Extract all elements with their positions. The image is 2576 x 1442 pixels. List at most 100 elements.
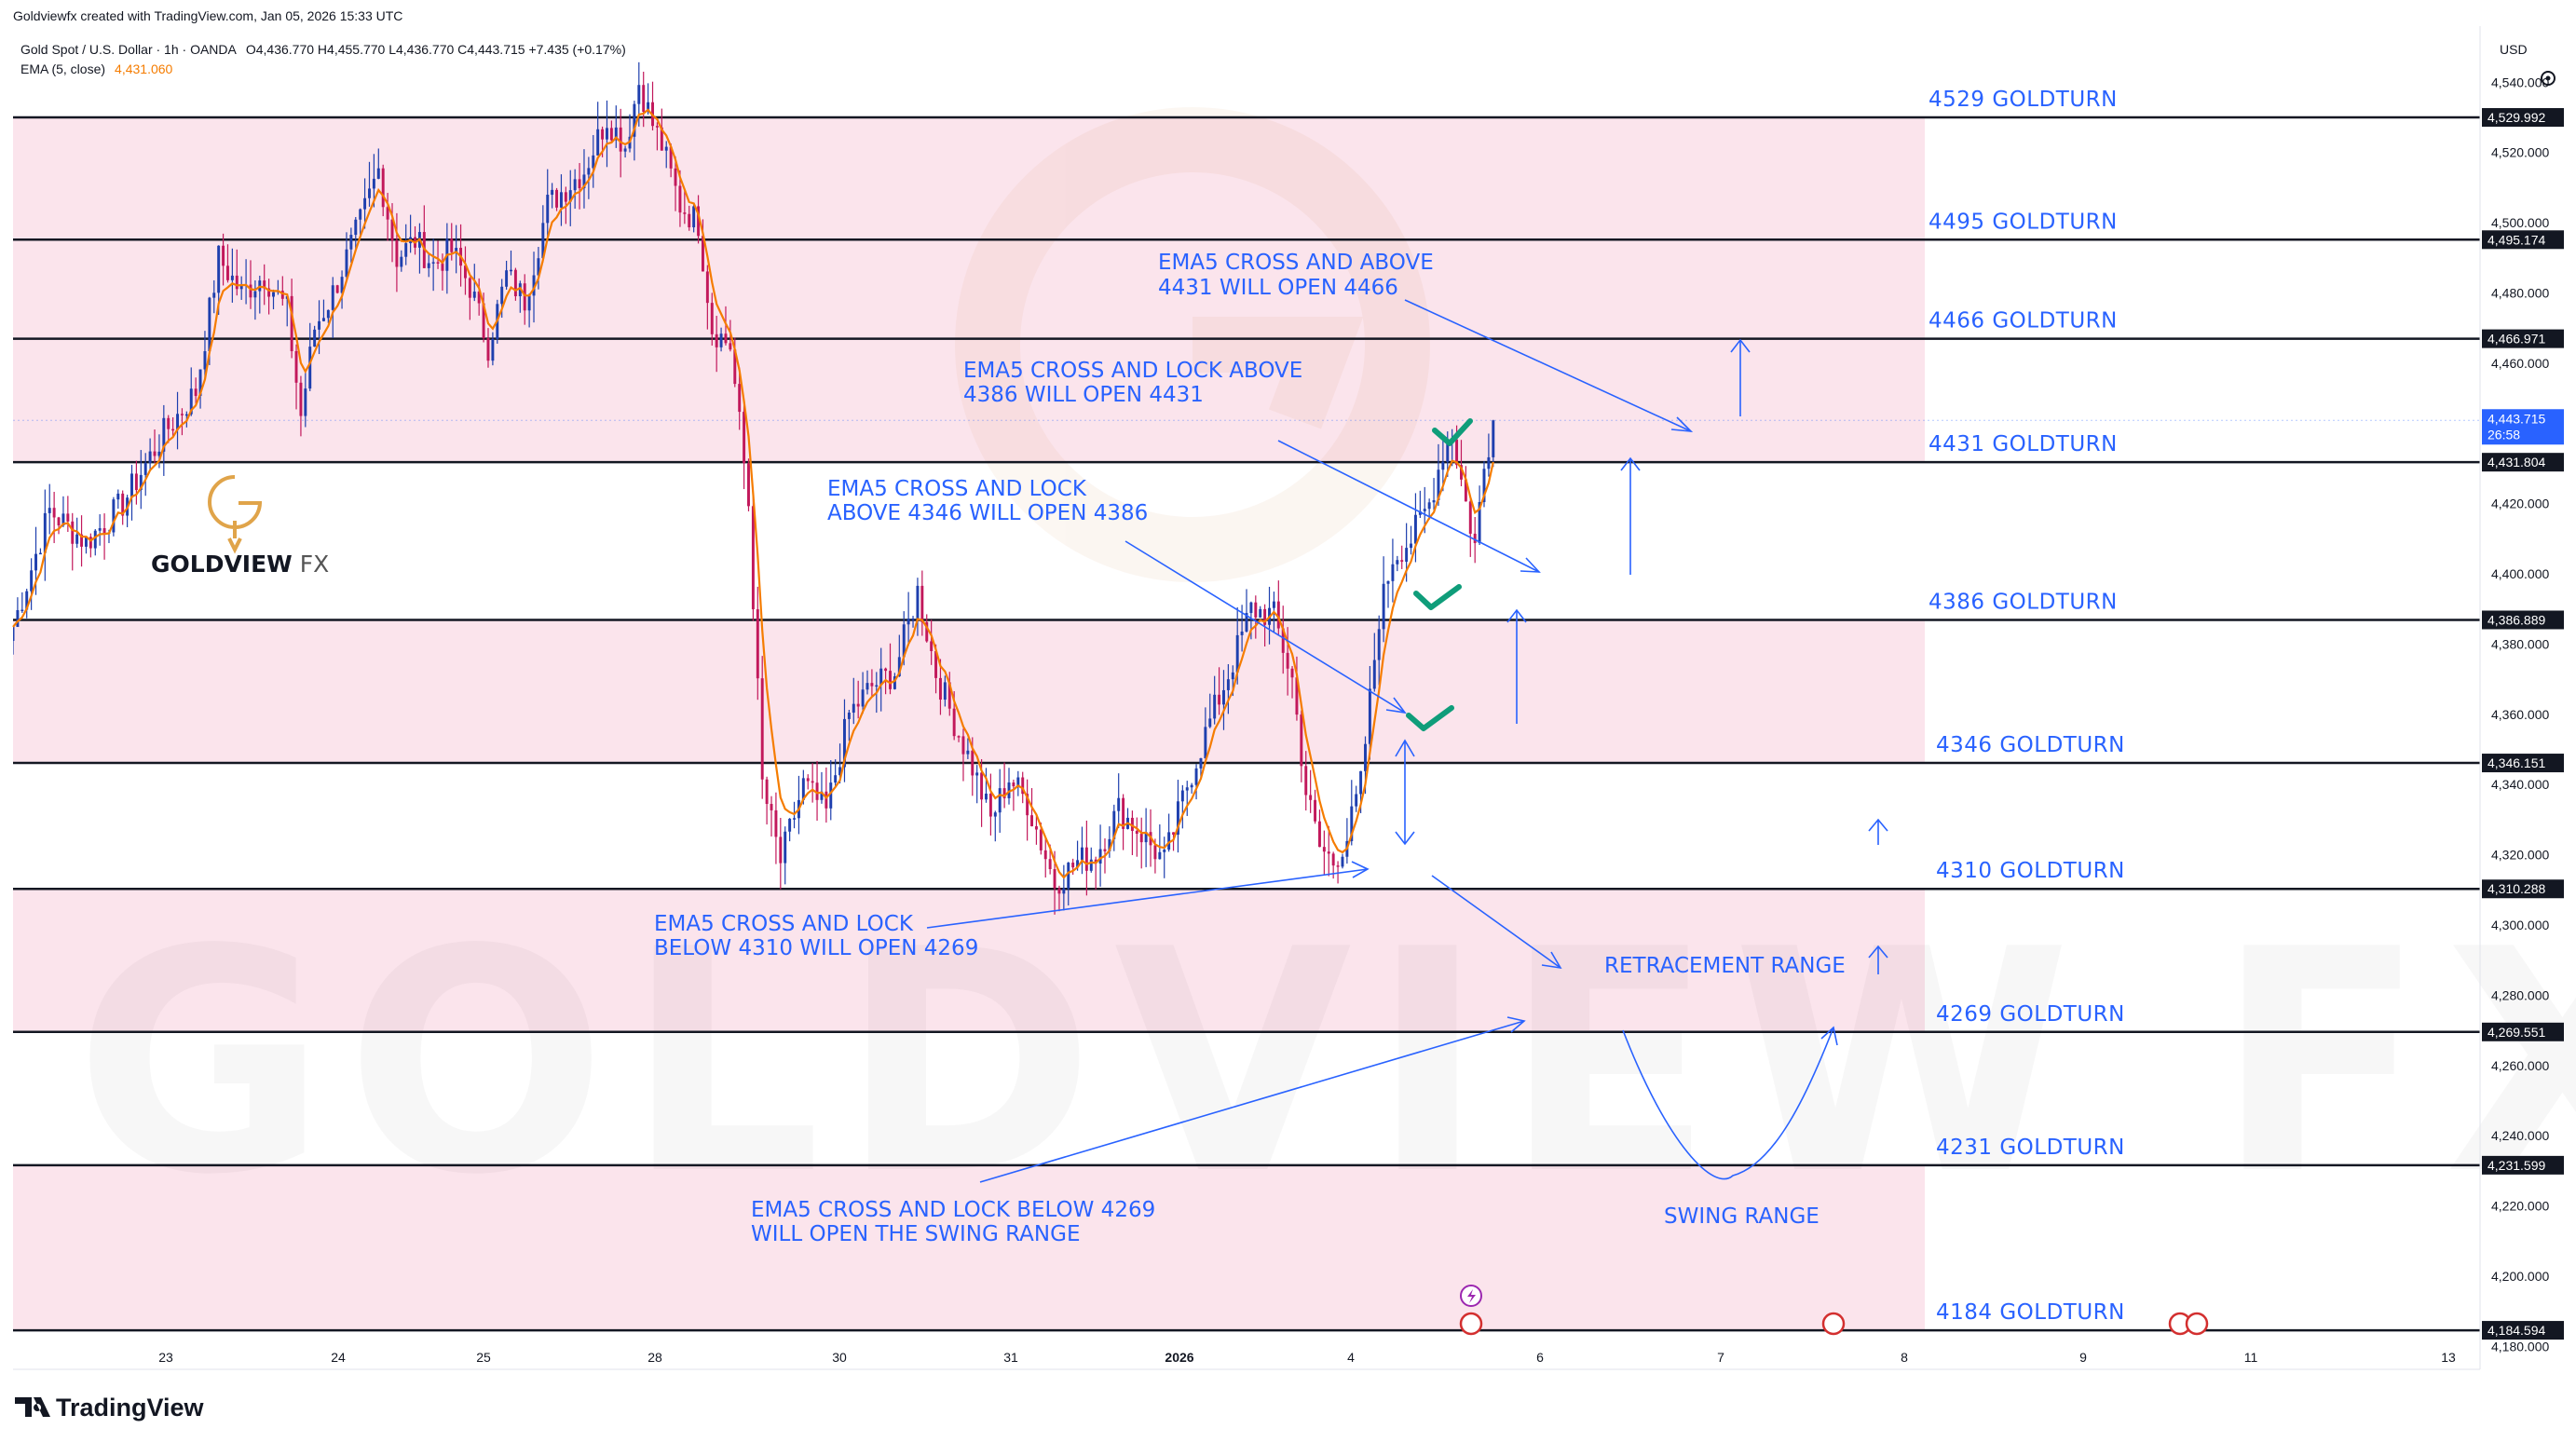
lightning-glyph-icon	[1467, 1289, 1476, 1303]
candle-body	[1204, 727, 1207, 758]
x-tick-label: 31	[1003, 1350, 1018, 1365]
us-flag-icon[interactable]	[1459, 1312, 1483, 1336]
candle-body	[304, 388, 307, 416]
candle-body	[961, 736, 965, 755]
ema-legend-value: 4,431.060	[115, 61, 172, 76]
price-badge	[2482, 108, 2564, 128]
candle-body	[647, 102, 650, 113]
candle-body	[669, 146, 673, 169]
level-label: 4386 GOLDTURN	[1929, 590, 2118, 614]
price-badge	[2482, 879, 2564, 899]
ohlc-values: O4,436.770 H4,455.770 L4,436.770 C4,443.…	[246, 42, 626, 57]
candle-body	[171, 429, 175, 431]
level-label: 4231 GOLDTURN	[1936, 1136, 2125, 1160]
candle-body	[13, 626, 15, 642]
candle-body	[1208, 718, 1212, 728]
candle-body	[751, 506, 755, 610]
candle-body	[395, 240, 399, 267]
candle-body	[743, 412, 746, 464]
level-label: 4184 GOLDTURN	[1936, 1300, 2125, 1325]
candle-body	[756, 609, 759, 679]
candle-body	[1281, 628, 1285, 653]
candle-body	[815, 782, 819, 800]
price-badge	[2482, 1022, 2564, 1041]
candle-body	[1272, 601, 1275, 608]
candle-body	[1446, 442, 1450, 462]
candle-body	[239, 284, 243, 290]
candle-body	[162, 417, 166, 452]
candle-body	[988, 793, 992, 817]
price-badge-value: 4,310.288	[2487, 881, 2545, 896]
candle-body	[1355, 794, 1358, 807]
price-badge-value: 4,269.551	[2487, 1025, 2545, 1040]
candle-body	[765, 779, 769, 805]
candle-body	[1468, 501, 1472, 534]
level-label: 4431 GOLDTURN	[1929, 432, 2118, 456]
y-tick-label: 4,320.000	[2491, 848, 2549, 863]
ema-legend-label: EMA (5, close)	[20, 61, 105, 76]
candle-body	[943, 682, 947, 701]
candle-body	[719, 333, 723, 347]
candle-body	[253, 291, 257, 298]
candle-body	[1368, 688, 1371, 744]
candle-body	[1377, 629, 1381, 660]
candle-body	[1295, 677, 1299, 715]
price-badge	[2482, 409, 2564, 445]
candle-body	[582, 174, 586, 189]
event-icons[interactable]	[1459, 1285, 2209, 1336]
y-tick-label: 4,280.000	[2491, 987, 2549, 1002]
candle-body	[505, 270, 509, 287]
candle-body	[688, 213, 691, 228]
candle-body	[930, 641, 934, 651]
y-tick-label: 4,340.000	[2491, 777, 2549, 792]
y-tick-label: 4,300.000	[2491, 918, 2549, 932]
candle-body	[80, 534, 84, 547]
candle-body	[957, 736, 961, 738]
candle-body	[1441, 461, 1445, 470]
candle-body	[386, 207, 389, 220]
candle-body	[84, 537, 88, 547]
candle-body	[52, 508, 56, 518]
candle-body	[1199, 757, 1203, 769]
candle-body	[1076, 860, 1080, 868]
us-flag-icon[interactable]	[1821, 1312, 1846, 1336]
annotation-line: BELOW 4310 WILL OPEN 4269	[654, 936, 978, 960]
y-tick-label: 4,200.000	[2491, 1269, 2549, 1284]
candle-body	[318, 320, 321, 330]
candle-body	[870, 683, 874, 687]
annotation-line: EMA5 CROSS AND ABOVE	[1158, 251, 1434, 275]
settings-icon[interactable]	[2541, 71, 2556, 86]
candle-body	[852, 703, 855, 713]
candle-body	[1039, 829, 1043, 850]
ema-line	[12, 108, 1494, 879]
candle-body	[139, 474, 143, 491]
zone-band	[13, 619, 1925, 764]
candle-body	[655, 126, 659, 128]
candle-body	[71, 521, 75, 544]
candle-body	[1226, 679, 1230, 690]
candle-body	[1190, 784, 1193, 788]
candle-body	[1222, 689, 1225, 705]
candle-body	[208, 297, 211, 352]
candle-body	[450, 238, 454, 252]
candle-body	[482, 303, 485, 339]
retracement-range-label: RETRACEMENT RANGE	[1604, 954, 1846, 978]
candle-body	[559, 192, 563, 208]
candle-body	[1108, 838, 1111, 851]
us-flag-icon[interactable]	[2185, 1312, 2209, 1336]
candle-body	[879, 668, 883, 686]
price-badge-value: 4,466.971	[2487, 332, 2545, 347]
annotation-line: ABOVE 4346 WILL OPEN 4386	[827, 501, 1148, 525]
candle-body	[784, 831, 787, 864]
candle-body	[43, 512, 47, 553]
level-label: 4346 GOLDTURN	[1936, 733, 2125, 757]
candle-body	[925, 621, 929, 642]
candle-body	[455, 248, 458, 252]
x-tick-label: 13	[2441, 1350, 2456, 1365]
candle-body	[230, 275, 234, 280]
candle-body	[1231, 672, 1234, 680]
candle-body	[436, 262, 440, 264]
candle-body	[606, 128, 608, 140]
